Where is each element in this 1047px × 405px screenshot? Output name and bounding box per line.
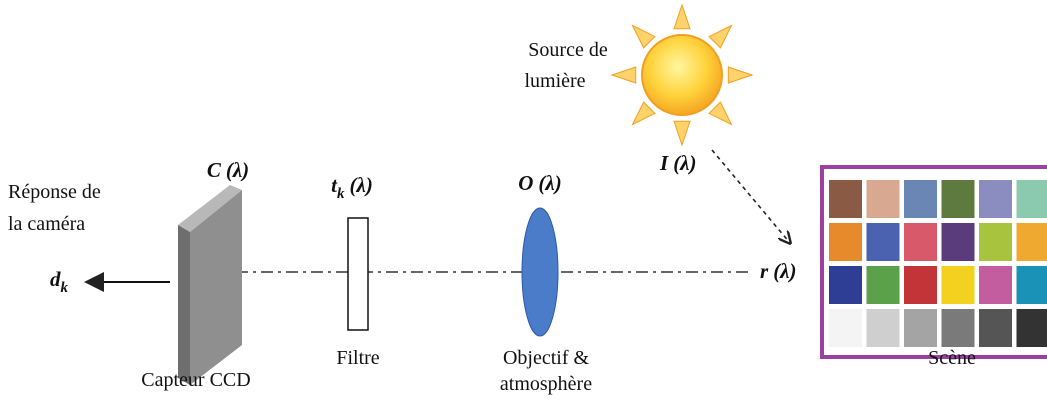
color-patch	[1016, 180, 1047, 218]
symbol-sub: k	[337, 186, 345, 202]
color-patch	[904, 223, 937, 261]
color-patch	[979, 309, 1012, 347]
color-patch	[979, 180, 1012, 218]
filter	[347, 217, 369, 331]
source-label: Source de	[528, 39, 608, 61]
sun-rays	[610, 3, 754, 147]
color-patch	[941, 180, 975, 218]
sun-ray	[708, 101, 733, 126]
color-patch	[941, 223, 975, 261]
color-patch	[904, 309, 937, 347]
symbol-base: I	[659, 151, 669, 175]
color-patch	[829, 266, 862, 304]
color-patch	[941, 309, 975, 347]
color-patch	[979, 266, 1012, 304]
reflectance-symbol: r (λ)	[760, 259, 797, 283]
sensor-symbol: C (λ)	[207, 158, 249, 182]
color-patch	[829, 180, 862, 218]
symbol-base: C	[207, 158, 222, 182]
output-symbol: dk	[50, 267, 69, 296]
symbol-base: d	[50, 267, 61, 291]
color-patch	[1016, 309, 1047, 347]
color-patch	[1016, 223, 1047, 261]
sun-ray	[610, 66, 637, 84]
sensor-top	[178, 185, 242, 232]
color-patch	[829, 309, 862, 347]
lens-symbol: O (λ)	[518, 171, 561, 195]
sun-ray	[727, 66, 754, 84]
source-label: lumière	[524, 70, 585, 92]
output-label: la caméra	[8, 213, 85, 235]
color-patch	[941, 266, 975, 304]
sun-ray	[673, 3, 691, 30]
symbol-arg: (λ)	[226, 158, 249, 182]
illumination-arrow	[711, 149, 790, 243]
illuminant-symbol: I (λ)	[659, 151, 697, 175]
lens-label: Objectif &	[503, 347, 590, 369]
sun	[641, 34, 723, 116]
lens	[521, 207, 559, 337]
sun-ray	[631, 101, 656, 126]
symbol-arg: (λ)	[350, 173, 373, 197]
color-patch	[904, 180, 937, 218]
symbol-sub: k	[61, 280, 69, 296]
sun-ray	[631, 24, 656, 49]
color-patch	[866, 180, 900, 218]
sun-ray	[708, 24, 733, 49]
filter-symbol: tk (λ)	[331, 173, 373, 202]
color-patch	[904, 266, 937, 304]
symbol-arg: (λ)	[673, 151, 696, 175]
color-patch	[866, 266, 900, 304]
output-label: Réponse de	[8, 181, 101, 203]
symbol-arg: (λ)	[538, 171, 561, 195]
scene-label: Scène	[928, 347, 976, 369]
symbol-base: t	[331, 173, 338, 197]
color-patch	[829, 223, 862, 261]
color-patch	[866, 309, 900, 347]
sun-ray	[673, 120, 691, 147]
symbol-base: O	[518, 171, 533, 195]
color-patch	[866, 223, 900, 261]
sensor-side	[178, 225, 190, 385]
sensor-front	[190, 190, 242, 385]
filter-label: Filtre	[336, 347, 379, 369]
sensor-label: Capteur CCD	[141, 369, 250, 391]
lens-label: atmosphère	[500, 373, 592, 395]
color-patches	[829, 180, 1047, 347]
color-patch	[979, 223, 1012, 261]
symbol-arg: (λ)	[773, 259, 796, 283]
symbol-base: r	[760, 259, 769, 283]
color-patch	[1016, 266, 1047, 304]
